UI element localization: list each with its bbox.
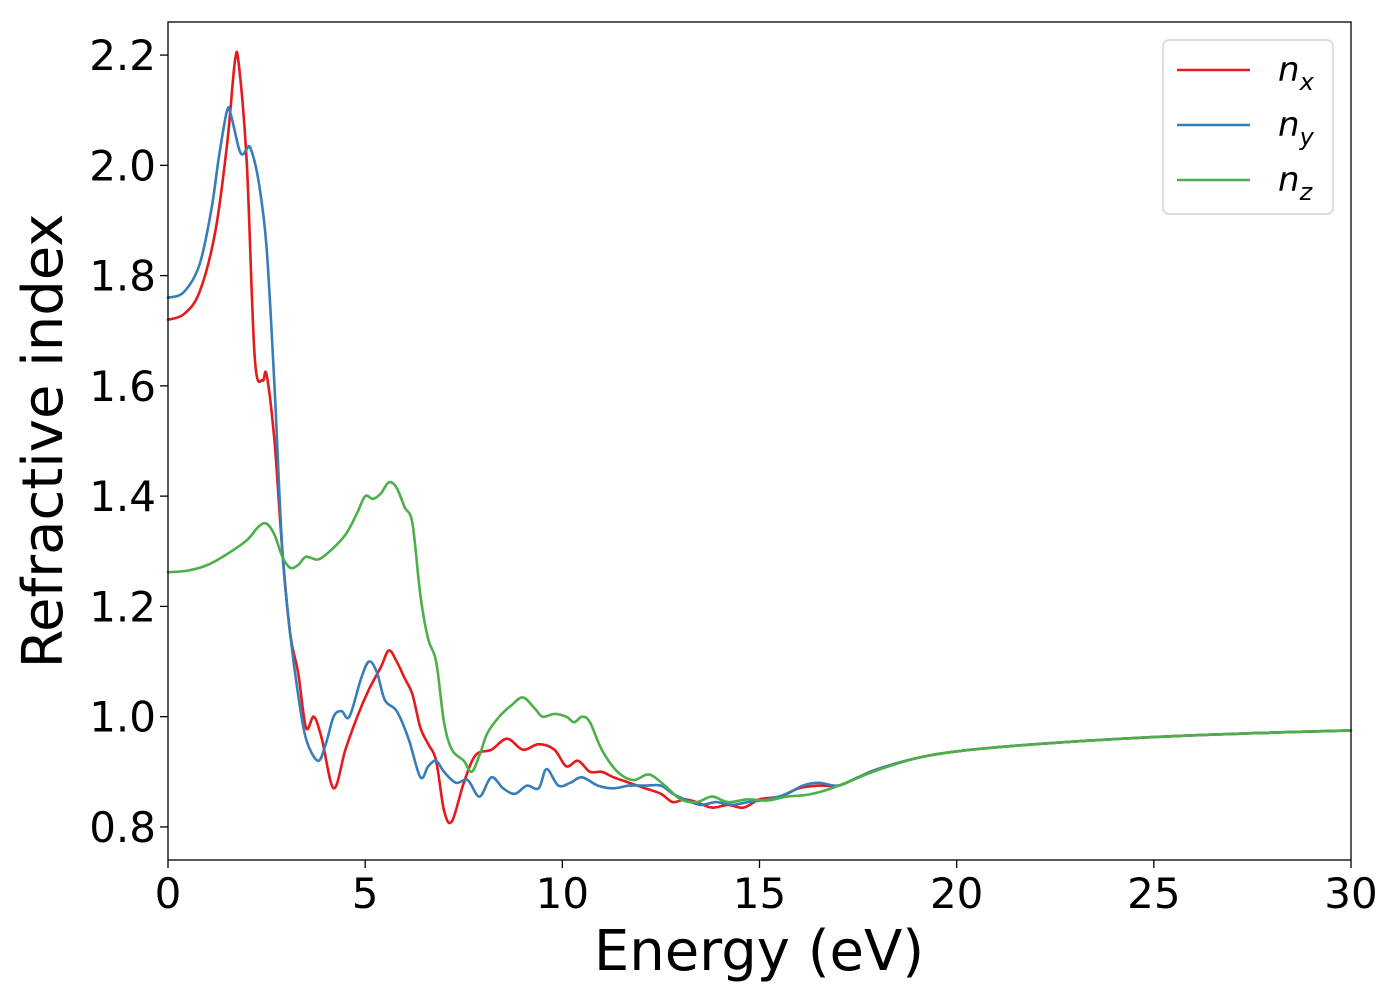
x-axis: 0 5 10 15 20 25 30 <box>155 860 1378 918</box>
y-tick-label: 1.8 <box>89 252 156 301</box>
y-tick-label: 1.4 <box>89 472 156 521</box>
y-tick-label: 1.2 <box>89 582 156 631</box>
x-axis-title: Energy (eV) <box>594 919 924 984</box>
x-tick-label: 30 <box>1324 869 1377 918</box>
x-tick-label: 5 <box>352 869 379 918</box>
legend-subscript: z <box>1299 178 1314 206</box>
y-tick-label: 1.0 <box>89 693 156 742</box>
legend-subscript: y <box>1299 123 1315 151</box>
series-line-nz <box>166 480 1353 804</box>
y-tick-label: 2.2 <box>89 31 156 80</box>
y-axis: 0.8 1.0 1.2 1.4 1.6 1.8 2.0 2.2 <box>89 31 168 852</box>
x-tick-label: 0 <box>155 869 182 918</box>
x-tick-label: 10 <box>536 869 589 918</box>
x-tick-label: 15 <box>733 869 786 918</box>
legend-subscript: x <box>1299 68 1315 96</box>
x-tick-label: 25 <box>1127 869 1180 918</box>
y-tick-label: 0.8 <box>89 803 156 852</box>
y-tick-label: 1.6 <box>89 362 156 411</box>
legend-box <box>1162 39 1334 215</box>
y-tick-label: 2.0 <box>89 141 156 190</box>
x-tick-label: 20 <box>930 869 983 918</box>
series-line-ny <box>166 106 1353 807</box>
series-layer <box>166 50 1353 825</box>
y-axis-title: Refractive index <box>11 214 76 669</box>
